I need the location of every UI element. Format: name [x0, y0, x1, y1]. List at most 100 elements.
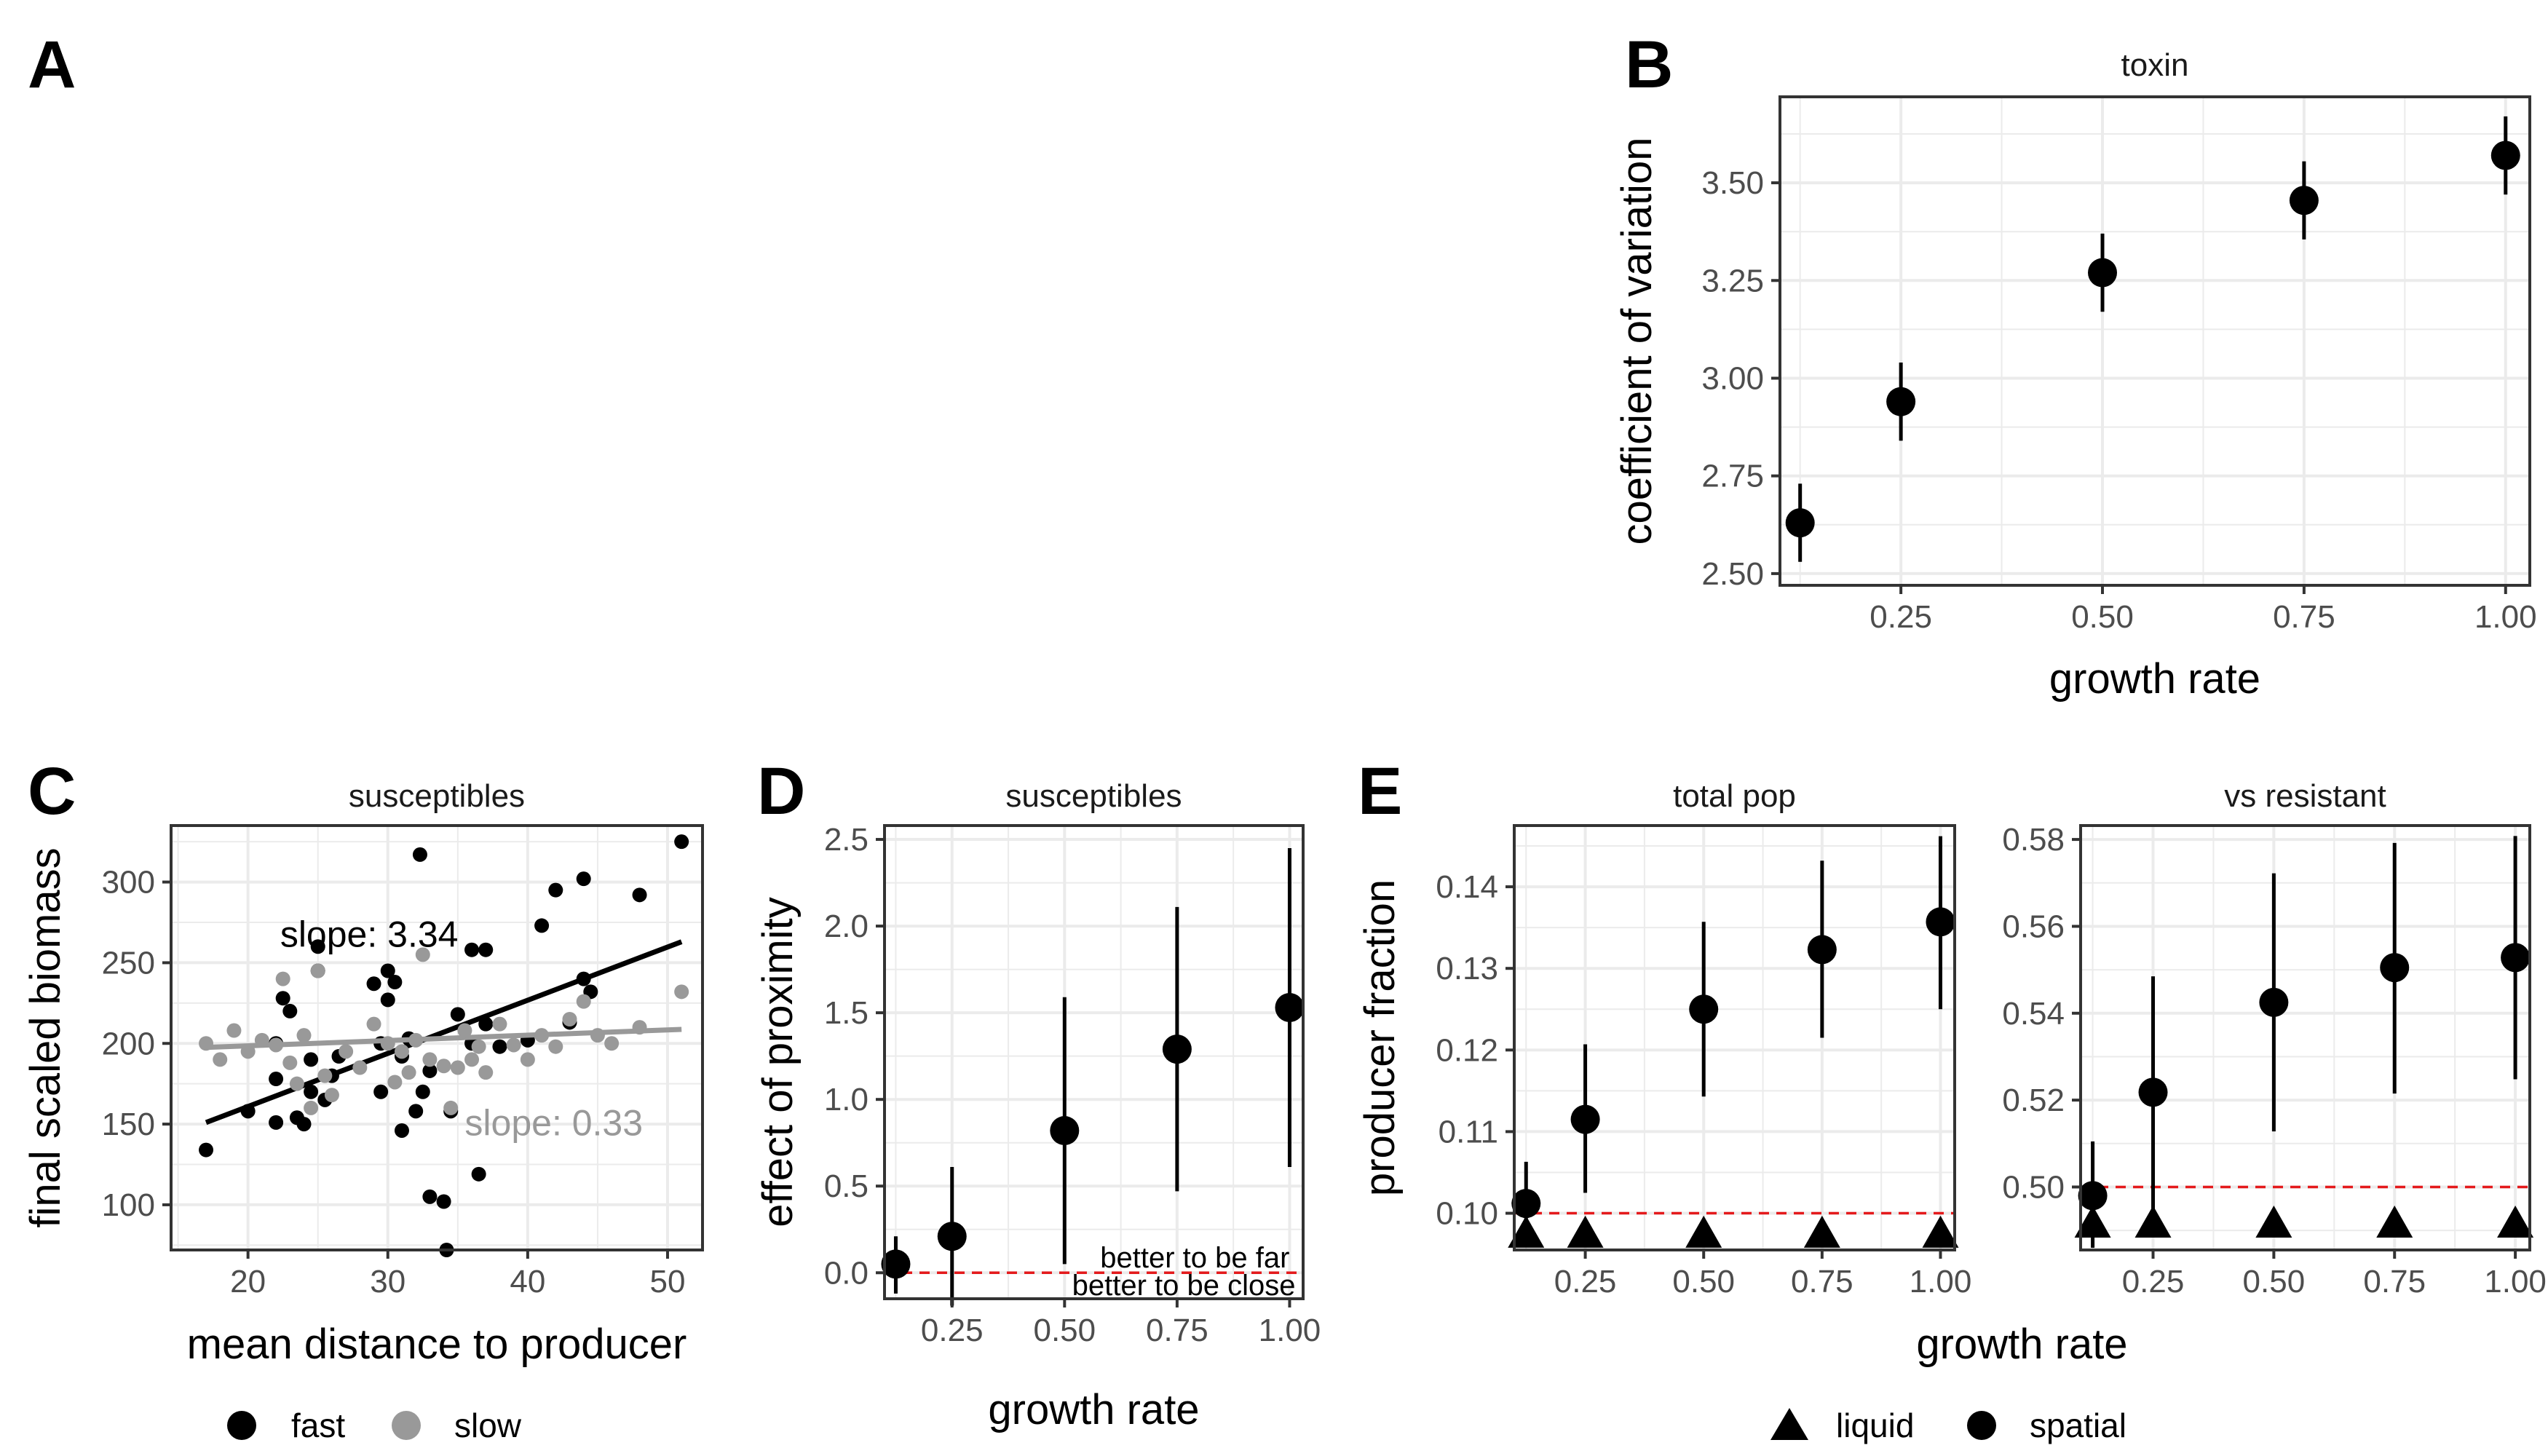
y-tick-label: 2.75 [1701, 459, 1764, 494]
data-point-circle [2088, 258, 2118, 288]
data-point-slow [408, 1032, 424, 1048]
y-tick-label: 0.5 [824, 1168, 869, 1204]
data-point-liquid [2497, 1205, 2534, 1238]
plot-background [1514, 826, 1955, 1250]
data-point-circle [1162, 1034, 1192, 1064]
data-point-spatial [1689, 994, 1719, 1024]
data-point-slow [213, 1052, 228, 1067]
chart-panel-c: 100 150 200 250 300 20 30 40 50 susceptibles mean … [22, 778, 704, 1368]
y-tick-label: 0.14 [1436, 869, 1498, 905]
x-tick-label: 40 [510, 1264, 545, 1299]
data-point-slow [590, 1028, 605, 1043]
data-point-liquid [2255, 1205, 2292, 1238]
data-point-fast [296, 1117, 312, 1132]
data-point-slow [415, 947, 430, 962]
y-tick-label: 300 [102, 865, 155, 901]
legend-label-fast: fast [291, 1406, 345, 1444]
data-point-slow [304, 1100, 319, 1115]
y-tick-label: 0.11 [1439, 1114, 1498, 1150]
data-point-fast [240, 1104, 256, 1119]
y-tick-label: 2.50 [1701, 556, 1764, 592]
plot-frame [2079, 824, 2531, 1251]
y-axis-label: final scaled biomass [22, 847, 69, 1227]
legend-e: liquid spatial [1770, 1406, 2126, 1444]
annotation-better-close: better to be close [1072, 1270, 1296, 1302]
data-point-slow [339, 1044, 354, 1059]
x-axis-label: growth rate [2049, 655, 2260, 703]
data-point-slow [226, 1023, 242, 1038]
data-point-slow [548, 1039, 563, 1054]
data-point-spatial [1926, 907, 1955, 937]
data-point-slow [352, 1060, 368, 1075]
data-point-slow [436, 1059, 451, 1074]
data-point-fast [471, 1166, 486, 1182]
y-tick-label: 150 [102, 1107, 155, 1142]
data-point-slow [289, 1076, 304, 1091]
data-point-slow [310, 963, 325, 978]
data-point-slow [366, 1016, 381, 1032]
data-point-fast [310, 939, 325, 954]
data-point-fast [412, 847, 427, 862]
data-point-fast [304, 1052, 319, 1067]
data-point-slow [380, 1036, 395, 1051]
data-point-fast [366, 976, 381, 992]
x-tick-label: 1.00 [2474, 599, 2537, 635]
plot-frame [1779, 95, 2531, 587]
y-tick-label: 0.54 [2002, 996, 2065, 1032]
y-tick-label: 0.10 [1436, 1196, 1498, 1232]
y-tick-label: 0.12 [1436, 1032, 1498, 1068]
data-point-circle [1275, 993, 1305, 1022]
y-tick-label: 1.0 [824, 1082, 869, 1117]
data-point-fast [380, 992, 395, 1008]
y-tick-label: 250 [102, 945, 155, 981]
data-point-liquid [1803, 1215, 1840, 1248]
y-tick-label: 0.0 [824, 1255, 869, 1291]
data-point-slow [443, 1100, 459, 1115]
data-point-slow [457, 1023, 472, 1038]
y-tick-label: 0.13 [1436, 951, 1498, 986]
y-tick-label: 200 [102, 1026, 155, 1061]
data-point-fast [576, 971, 591, 986]
x-axis-label: growth rate [988, 1386, 1199, 1433]
data-point-slow [296, 1028, 312, 1043]
data-point-slow [492, 1016, 507, 1032]
x-tick-label: 0.50 [1033, 1313, 1096, 1348]
legend-label-liquid: liquid [1836, 1406, 1914, 1444]
x-tick-label: 0.25 [1554, 1264, 1617, 1299]
data-point-slow [471, 1039, 486, 1054]
data-point-fast [304, 1084, 319, 1099]
data-point-fast [422, 1063, 438, 1078]
data-point-slow [506, 1037, 521, 1053]
annotation-better-far: better to be far [1100, 1242, 1289, 1274]
x-tick-label: 1.00 [1259, 1313, 1321, 1348]
legend-c: fast slow [227, 1406, 522, 1444]
data-point-slow [450, 1060, 465, 1075]
data-point-fast [380, 963, 395, 978]
data-point-fast [534, 918, 550, 933]
data-point-fast [436, 1194, 451, 1209]
panel-label-d: D [757, 754, 805, 828]
data-point-fast [674, 834, 689, 850]
data-point-spatial [2138, 1077, 2168, 1107]
data-point-spatial [2380, 953, 2410, 983]
data-point-slow [275, 971, 290, 986]
data-point-spatial [2501, 943, 2531, 973]
x-axis-label-e: growth rate [1916, 1321, 2127, 1368]
data-point-fast [548, 882, 563, 898]
panel-label-b: B [1625, 28, 1673, 102]
y-tick-label: 0.58 [2002, 822, 2065, 858]
x-tick-label: 0.50 [1672, 1264, 1735, 1299]
data-point-fast [269, 1072, 284, 1087]
panel-label-a: A [28, 28, 76, 102]
x-tick-label: 1.00 [1910, 1264, 1972, 1299]
data-point-slow [317, 1068, 333, 1083]
data-point-fast [387, 975, 403, 990]
data-point-fast [478, 1016, 494, 1032]
data-point-fast [464, 942, 480, 957]
data-point-fast [275, 991, 290, 1006]
data-point-slow [324, 1088, 339, 1103]
legend-marker-slow [392, 1411, 421, 1440]
data-point-liquid [2376, 1205, 2413, 1238]
data-point-slow [199, 1036, 214, 1051]
